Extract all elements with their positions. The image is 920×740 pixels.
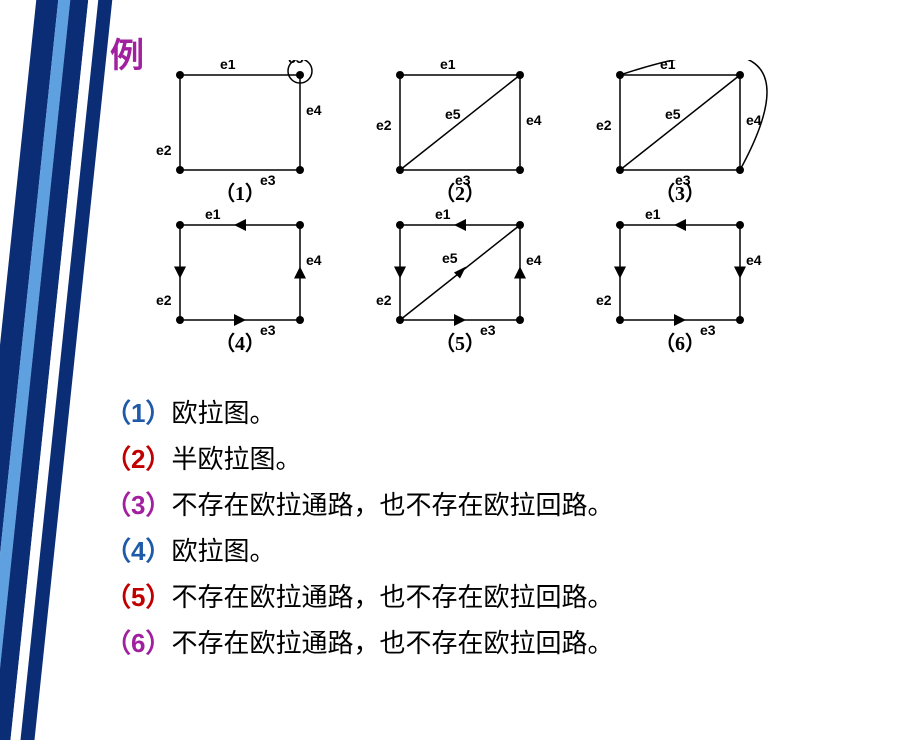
svg-text:（1）: （1） <box>215 182 265 205</box>
svg-text:e1: e1 <box>440 60 456 72</box>
answer-line: （1）欧拉图。 <box>105 390 613 436</box>
answer-text: 欧拉图。 <box>171 398 275 428</box>
answer-line: （3）不存在欧拉通路，也不存在欧拉回路。 <box>105 482 613 528</box>
side-decoration <box>0 0 85 690</box>
svg-text:e5: e5 <box>445 106 461 122</box>
slide-title: 例 <box>110 28 144 77</box>
graph-diagram-6: e1e4e3e2（6） <box>596 206 762 355</box>
svg-text:e5: e5 <box>442 250 458 266</box>
answer-number: （6） <box>105 628 171 658</box>
svg-text:e2: e2 <box>596 117 612 133</box>
svg-text:e2: e2 <box>156 142 172 158</box>
svg-text:e2: e2 <box>596 292 612 308</box>
svg-text:e4: e4 <box>526 252 542 268</box>
svg-text:e1: e1 <box>205 206 221 222</box>
graph-diagram-3: e1e4e3e2e5e6（3） <box>596 60 831 205</box>
answer-number: （2） <box>105 444 171 474</box>
answer-text: 不存在欧拉通路，也不存在欧拉回路。 <box>171 490 613 520</box>
answer-text: 不存在欧拉通路，也不存在欧拉回路。 <box>171 582 613 612</box>
svg-text:e4: e4 <box>306 252 322 268</box>
svg-text:（3）: （3） <box>655 182 705 205</box>
svg-text:e2: e2 <box>376 117 392 133</box>
svg-text:e4: e4 <box>746 112 762 128</box>
answer-line: （5）不存在欧拉通路，也不存在欧拉回路。 <box>105 574 613 620</box>
svg-text:（4）: （4） <box>215 332 265 355</box>
answer-number: （1） <box>105 398 171 428</box>
svg-text:e2: e2 <box>156 292 172 308</box>
graph-diagram-1: e1e4e3e2e5（1） <box>156 60 322 205</box>
answer-number: （3） <box>105 490 171 520</box>
graph-diagram-5: e1e4e3e2e5（5） <box>376 206 542 355</box>
answer-number: （5） <box>105 582 171 612</box>
svg-text:e5: e5 <box>288 60 304 66</box>
graph-diagram-2: e1e4e3e2e5（2） <box>376 60 542 205</box>
svg-text:e1: e1 <box>435 206 451 222</box>
svg-text:e4: e4 <box>746 252 762 268</box>
answer-text: 欧拉图。 <box>171 536 275 566</box>
answer-line: （2）半欧拉图。 <box>105 436 613 482</box>
svg-text:（6）: （6） <box>655 332 705 355</box>
svg-text:e1: e1 <box>645 206 661 222</box>
answer-number: （4） <box>105 536 171 566</box>
svg-text:（5）: （5） <box>435 332 485 355</box>
graph-diagram-4: e1e4e3e2（4） <box>156 206 322 355</box>
svg-text:e2: e2 <box>376 292 392 308</box>
answer-line: （6）不存在欧拉通路，也不存在欧拉回路。 <box>105 620 613 666</box>
answer-text: 半欧拉图。 <box>171 444 301 474</box>
svg-text:e5: e5 <box>665 106 681 122</box>
answer-line: （4）欧拉图。 <box>105 528 613 574</box>
answers-list: （1）欧拉图。（2）半欧拉图。（3）不存在欧拉通路，也不存在欧拉回路。（4）欧拉… <box>105 390 613 666</box>
diagrams-area: e1e4e3e2e5（1）e1e4e3e2e5（2）e1e4e3e2e5e6（3… <box>150 60 870 350</box>
svg-text:e4: e4 <box>526 112 542 128</box>
svg-text:e4: e4 <box>306 102 322 118</box>
answer-text: 不存在欧拉通路，也不存在欧拉回路。 <box>171 628 613 658</box>
svg-text:e1: e1 <box>220 60 236 72</box>
svg-text:（2）: （2） <box>435 182 485 205</box>
